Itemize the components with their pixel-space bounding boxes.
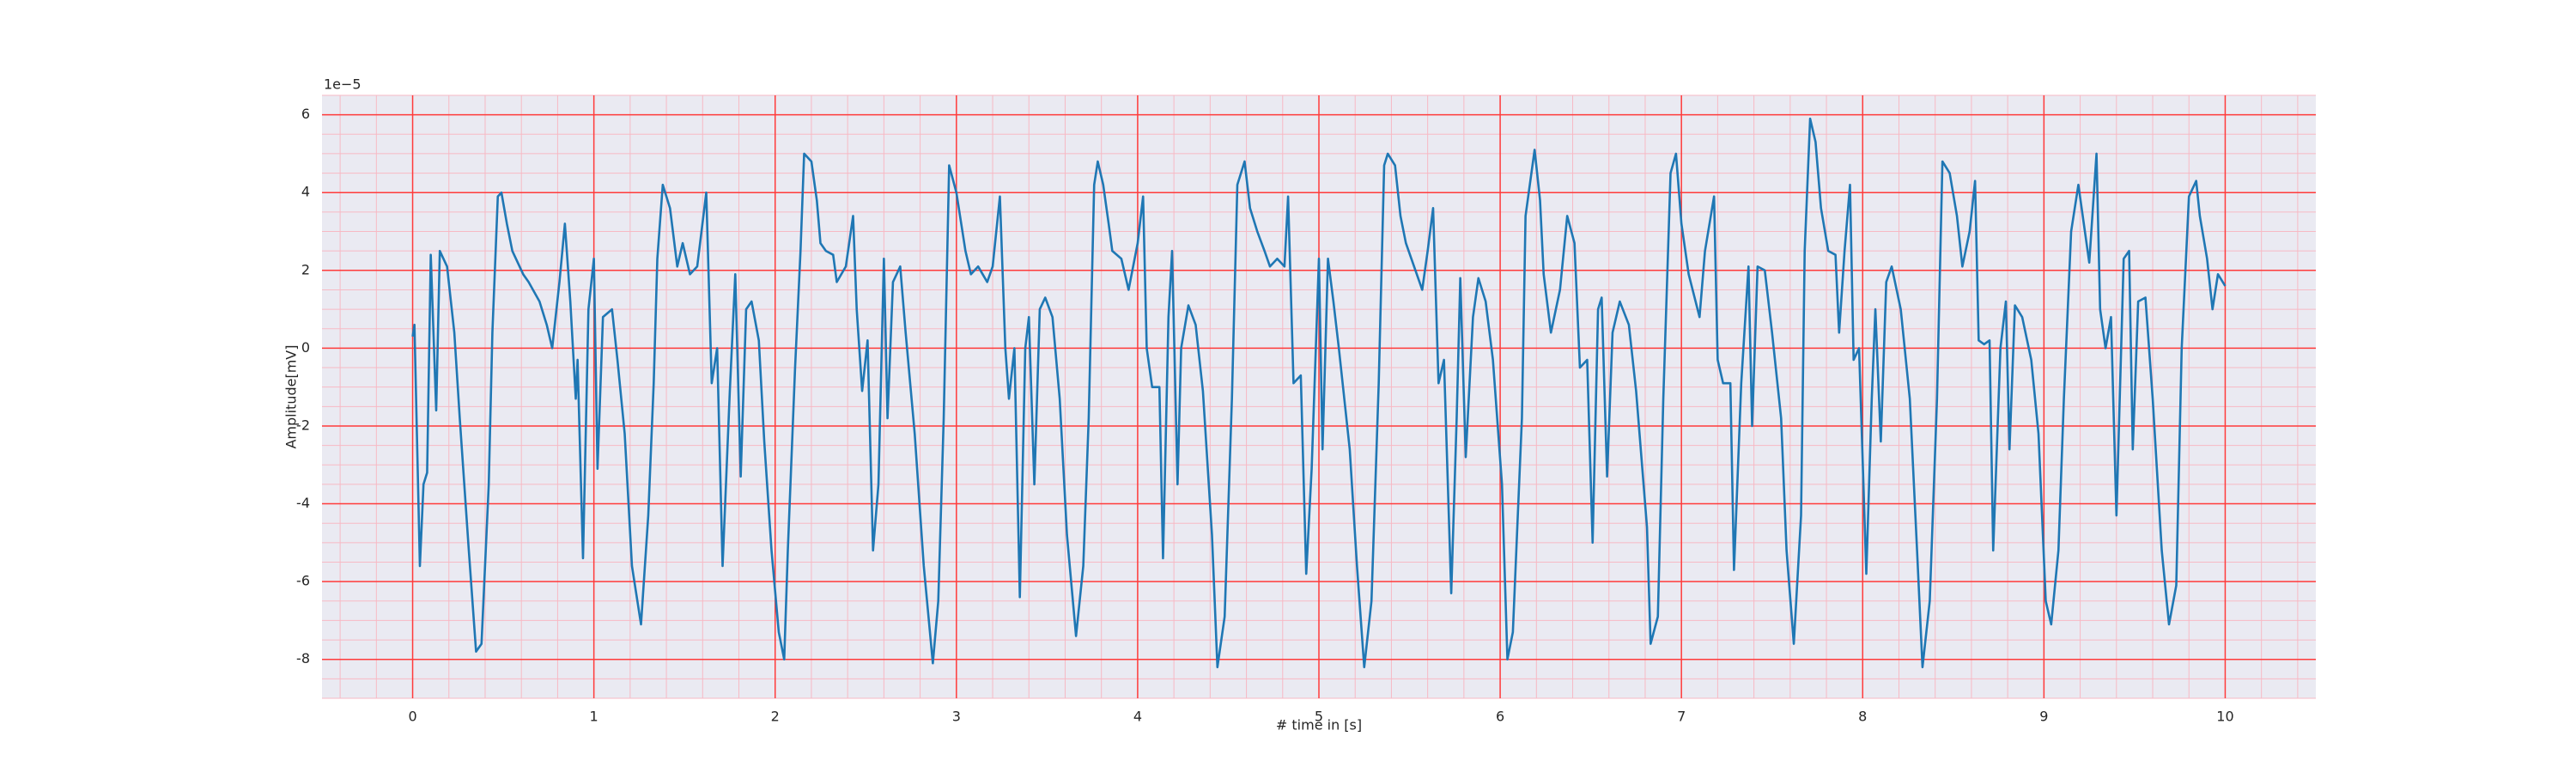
line-series (411, 117, 2227, 669)
x-tick-label: 2 (771, 709, 780, 725)
x-tick-label: 4 (1133, 709, 1142, 725)
x-tick-label: 0 (408, 709, 416, 725)
y-tick-label: 0 (301, 339, 310, 356)
y-tick-label: 6 (301, 106, 310, 122)
y-tick-label: 2 (301, 261, 310, 277)
y-tick-label: 4 (301, 184, 310, 200)
x-tick-label: 8 (1858, 709, 1867, 725)
x-tick-label: 7 (1677, 709, 1686, 725)
x-tick-label: 6 (1496, 709, 1504, 725)
y-offset-label: 1e−5 (324, 76, 361, 93)
x-tick-label: 1 (590, 709, 598, 725)
x-tick-label: 9 (2039, 709, 2048, 725)
y-tick-label: -6 (296, 573, 310, 589)
grid (322, 94, 2316, 699)
x-tick-label: 10 (2216, 709, 2233, 725)
x-tick-label: 5 (1315, 709, 1323, 725)
y-tick-label: -2 (296, 417, 310, 433)
y-axis-label: Amplitude[mV] (283, 344, 300, 448)
y-tick-label: -4 (296, 495, 310, 511)
y-tick-label: -8 (296, 650, 310, 666)
data (411, 117, 2227, 669)
x-tick-label: 3 (952, 709, 961, 725)
x-axis-label: # time in [s] (1276, 717, 1362, 733)
